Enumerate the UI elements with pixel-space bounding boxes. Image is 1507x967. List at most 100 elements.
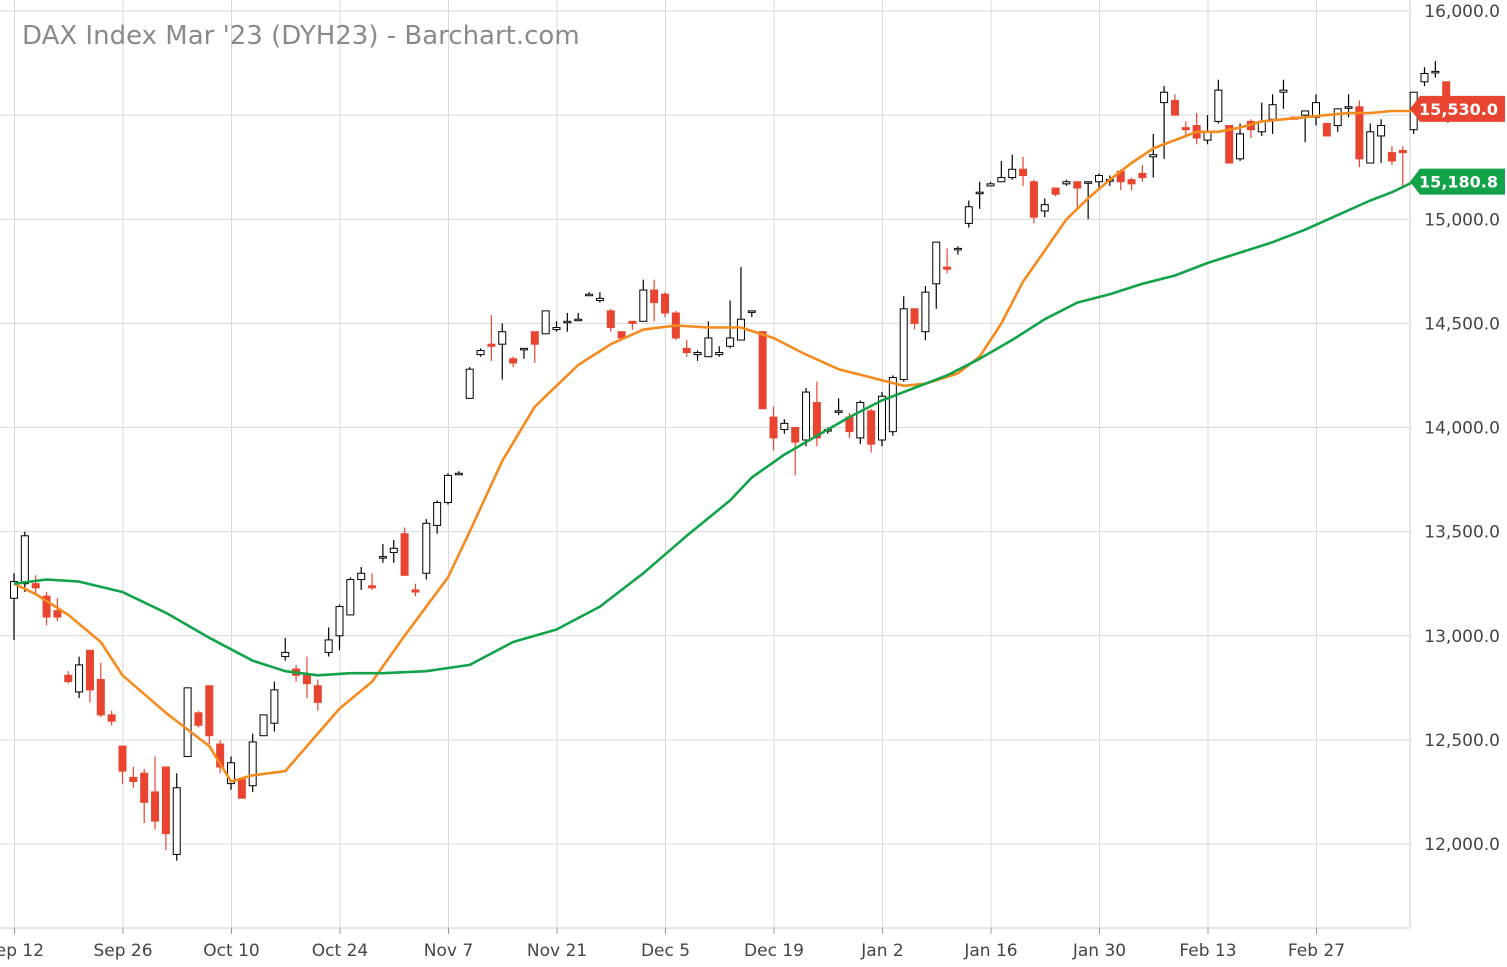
candle	[270, 681, 279, 732]
candle-body	[1387, 152, 1396, 162]
candle-body	[769, 416, 778, 439]
candle	[856, 400, 865, 445]
candle	[248, 733, 257, 792]
candle-body	[953, 247, 962, 251]
candle-body	[1029, 181, 1038, 218]
candle	[943, 248, 952, 274]
candle	[422, 519, 431, 580]
candle-body	[1008, 168, 1017, 179]
candle-body	[878, 395, 886, 441]
candle-body	[932, 241, 941, 285]
lines-layer	[13, 109, 1415, 783]
candle	[802, 387, 811, 447]
candle	[1355, 100, 1364, 168]
candle-body	[313, 685, 322, 703]
candle	[997, 160, 1006, 183]
candle-body	[997, 177, 1006, 183]
candles-layer	[10, 60, 1451, 861]
candle-body	[487, 343, 496, 347]
candle-body	[899, 308, 908, 381]
candle-body	[368, 585, 377, 589]
candle-body	[42, 595, 51, 618]
candle	[888, 375, 897, 436]
candle	[1019, 156, 1028, 186]
candle	[194, 710, 203, 728]
candle	[1420, 67, 1429, 86]
y-tick-label: 12,500.0	[1424, 731, 1500, 751]
candle	[31, 575, 40, 595]
candle	[1203, 115, 1212, 145]
x-tick-label: Nov 21	[527, 941, 587, 961]
candle-body	[411, 589, 420, 593]
candle-body	[216, 743, 225, 768]
candle	[313, 679, 322, 711]
x-tick-label: Sep 12	[0, 941, 44, 961]
candle-body	[650, 289, 659, 304]
candle	[1170, 94, 1179, 116]
candle	[867, 408, 876, 453]
candle-body	[595, 297, 604, 301]
candle	[1333, 108, 1342, 132]
candle-body	[834, 410, 843, 413]
candle	[1192, 113, 1201, 145]
candle	[932, 241, 941, 309]
candle	[1181, 121, 1190, 136]
candle	[1084, 181, 1093, 220]
candle	[747, 310, 756, 318]
candle-body	[1084, 181, 1093, 184]
candle-body	[921, 291, 930, 333]
candle	[151, 756, 160, 830]
candle-body	[433, 501, 442, 526]
candle-body	[606, 310, 615, 329]
y-tick-label: 13,000.0	[1424, 627, 1500, 647]
moving-average-long	[13, 180, 1415, 677]
y-tick-label: 12,000.0	[1424, 835, 1500, 855]
candle-body	[1225, 125, 1234, 164]
candle	[953, 246, 962, 255]
candle	[1160, 85, 1169, 159]
candle-body	[324, 639, 333, 653]
candle	[1214, 79, 1223, 124]
candle-body	[1073, 181, 1082, 189]
candle-body	[1420, 72, 1429, 83]
candle-body	[270, 689, 279, 724]
candle-body	[747, 310, 756, 313]
candle-body	[519, 347, 528, 351]
x-tick-label: Feb 13	[1179, 941, 1236, 961]
price-tag-shape	[1410, 95, 1505, 122]
candle	[400, 527, 409, 576]
moving-average-short	[13, 109, 1414, 783]
price-tag-label: 15,180.8	[1419, 173, 1498, 192]
x-tick-label: Jan 16	[963, 941, 1017, 961]
candle	[1051, 187, 1060, 197]
candle	[476, 348, 485, 357]
candle	[650, 279, 659, 322]
price-tags: 15,530.0 15,180.8	[1410, 95, 1505, 195]
candle-body	[378, 556, 387, 559]
candle-body	[791, 427, 800, 443]
candle	[172, 773, 181, 861]
candle-body	[856, 402, 865, 439]
candle-body	[205, 685, 214, 737]
candle-body	[1333, 108, 1342, 127]
candle	[574, 312, 583, 322]
candle-body	[183, 687, 192, 758]
candle	[227, 756, 235, 790]
candle	[899, 296, 908, 382]
candle-body	[910, 308, 919, 324]
candle-body	[194, 712, 203, 726]
candle-body	[151, 791, 160, 822]
candle	[986, 181, 995, 187]
candle-body	[1236, 133, 1245, 160]
candle-body	[346, 579, 355, 616]
candle	[487, 315, 496, 361]
candle	[910, 308, 919, 330]
candle	[1268, 94, 1277, 134]
candle	[444, 473, 452, 505]
candle-body	[726, 337, 735, 347]
candle	[324, 627, 333, 657]
candle	[454, 471, 463, 476]
candle-body	[661, 293, 669, 314]
candle	[1322, 122, 1331, 137]
